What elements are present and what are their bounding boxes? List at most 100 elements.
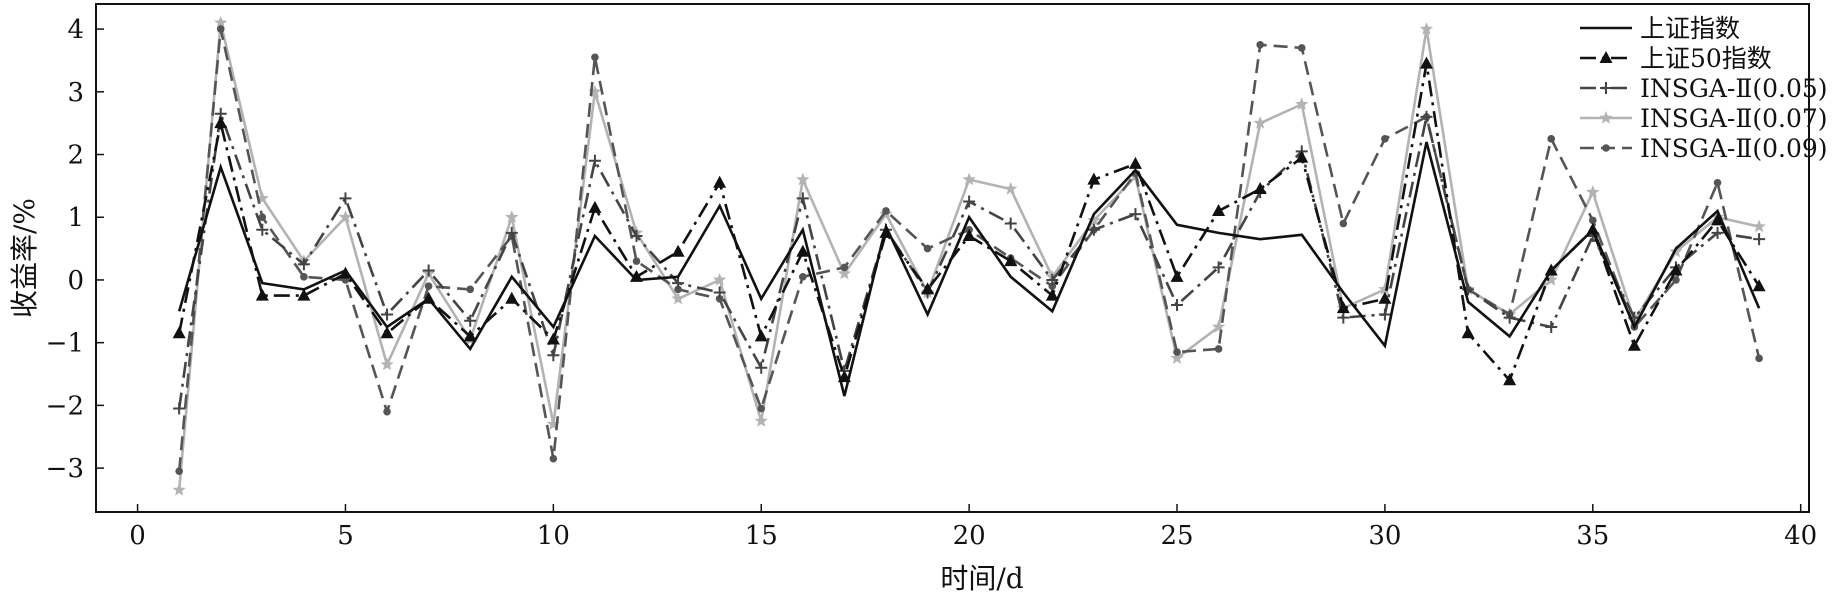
y-tick-label: −3 [46,454,84,484]
series-4-point [1752,219,1766,233]
series-2-point [1627,338,1641,351]
plot-frame [95,3,1810,513]
series-2-point [921,282,935,295]
series-2-point [588,200,602,213]
legend-item: INSGA-Ⅱ(0.07) [1580,104,1828,133]
series-2-point [505,291,519,304]
series-3-point [1171,299,1184,312]
series-2-point [962,229,976,242]
legend-item: 上证50指数 [1580,44,1772,73]
series-4-point [713,273,727,286]
series-5-point [1339,219,1348,228]
tick-layer: 0 5 10 15 20 25 30 35 40 −3 −2 −1 0 1 2 3 4 [46,15,1818,551]
series-3-point [381,308,394,321]
series-3-point [755,361,768,374]
series-2-point [713,175,727,188]
series-3-point [256,223,269,236]
x-tick-label: 25 [1160,521,1193,551]
series-3-point [1087,223,1100,236]
series-2-point [172,326,186,339]
series-4-point [796,172,810,186]
series-5-point [591,53,599,62]
series-4-point [338,210,353,223]
x-tick-label: 30 [1368,521,1401,551]
series-5-point [882,207,890,215]
series-2-point [1461,326,1475,339]
series-3-point [1129,208,1142,221]
series-5 [175,25,1763,476]
series-2-point [1253,182,1267,195]
series-3-point [1004,217,1017,230]
y-tick-label: 3 [67,78,84,108]
series-layer [172,15,1766,496]
series-3 [173,107,1766,415]
y-tick-label: 0 [67,266,84,296]
series-2-point [1212,203,1226,216]
y-tick-label: 4 [67,15,84,45]
series-3-point [1711,226,1724,239]
series-4-point [505,210,519,223]
legend-item: 上证指数 [1580,14,1740,43]
series-3-point [630,230,643,243]
series-3-point [1420,110,1433,123]
series-2-point [214,116,228,129]
series-1 [177,141,1761,397]
series-3-point [796,192,809,205]
series-5-point [799,273,807,281]
series-5-point [840,263,849,272]
series-2-point [1128,156,1142,169]
y-tick-label: −1 [46,329,84,359]
series-4-point [1211,320,1226,333]
legend-label: 上证50指数 [1640,44,1772,73]
series-line-2 [177,63,1761,383]
x-tick-label: 20 [953,521,986,551]
series-2-point [1004,254,1018,267]
series-3-point [1046,273,1059,286]
series-5-point [258,213,267,222]
series-2-point [754,329,768,342]
series-3-point [1753,233,1766,246]
series-3-point [297,258,310,271]
y-tick-label: 1 [67,203,84,233]
series-5-point [674,285,682,294]
x-tick-label: 15 [745,521,778,551]
series-4-point [214,15,228,29]
series-5-point [549,454,558,463]
series-4-point [1544,273,1558,286]
series-3-point [505,226,518,239]
y-tick-label: −2 [46,391,84,421]
series-3-point [1503,311,1516,324]
series-5-point [1297,44,1306,52]
series-3-point [963,195,976,208]
series-3-point [1378,308,1391,321]
series-2-point [1336,301,1350,314]
series-3-point [1212,261,1225,274]
series-2-point [255,288,269,301]
x-tick-label: 10 [537,521,570,551]
series-5-point [923,244,932,253]
x-tick-label: 0 [129,521,146,551]
series-2-point [1503,373,1517,386]
series-5-point [216,25,225,33]
series-5-point [1173,348,1181,356]
legend-label: INSGA-Ⅱ(0.09) [1640,134,1828,163]
series-4-point [546,417,560,430]
series-4-point [1170,351,1184,364]
series-2-point [546,332,560,345]
series-4-point [1378,282,1392,295]
series-5-point [1755,354,1763,363]
series-4-point [962,172,976,186]
series-5-point [1381,135,1389,143]
series-3-point [339,192,352,205]
series-2-point [1045,288,1059,301]
legend-label: 上证指数 [1640,14,1740,43]
series-3-point [464,314,477,327]
legend-marker [1599,111,1613,124]
series-3-point [173,402,186,415]
series-4-point [1004,182,1018,195]
series-4-point [588,84,602,98]
series-4-point [255,191,269,205]
series-2-point [1669,263,1683,276]
series-4-point [1295,97,1309,110]
legend: 上证指数上证50指数INSGA-Ⅱ(0.05)INSGA-Ⅱ(0.07)INSG… [1580,14,1828,163]
